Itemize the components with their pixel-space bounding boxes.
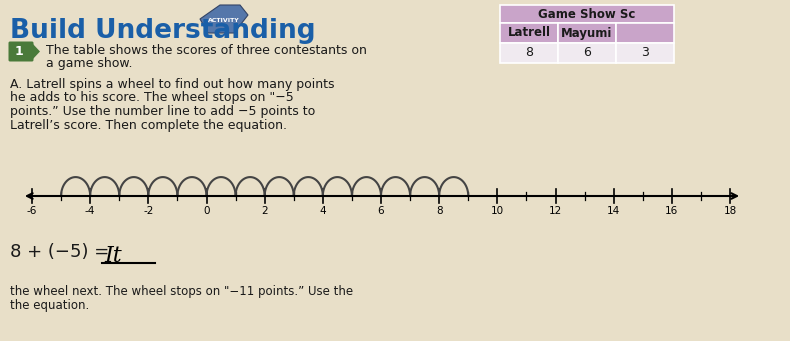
Text: Build Understanding: Build Understanding [10, 18, 316, 44]
Text: A. Latrell spins a wheel to find out how many points: A. Latrell spins a wheel to find out how… [10, 78, 334, 91]
Text: the equation.: the equation. [10, 299, 89, 312]
Text: 18: 18 [724, 206, 736, 216]
Text: 6: 6 [583, 46, 591, 59]
Bar [616, 43, 674, 63]
Text: The table shows the scores of three contestants on: The table shows the scores of three cont… [46, 44, 367, 57]
Text: -2: -2 [143, 206, 153, 216]
FancyBboxPatch shape [9, 42, 33, 61]
Text: 1: 1 [15, 45, 24, 58]
Text: 2: 2 [261, 206, 268, 216]
Text: 14: 14 [607, 206, 620, 216]
Text: 3: 3 [641, 46, 649, 59]
Text: 16: 16 [665, 206, 679, 216]
Text: he adds to his score. The wheel stops on "−5: he adds to his score. The wheel stops on… [10, 91, 294, 104]
Text: the wheel next. The wheel stops on "−11 points.” Use the: the wheel next. The wheel stops on "−11 … [10, 285, 353, 298]
Text: 6: 6 [378, 206, 384, 216]
Bar [616, 23, 674, 43]
Text: -6: -6 [27, 206, 37, 216]
Text: 4: 4 [319, 206, 326, 216]
Text: Latrell’s score. Then complete the equation.: Latrell’s score. Then complete the equat… [10, 119, 287, 132]
Text: a game show.: a game show. [46, 57, 133, 70]
Bar [500, 43, 558, 63]
Text: 8: 8 [436, 206, 442, 216]
Text: points.” Use the number line to add −5 points to: points.” Use the number line to add −5 p… [10, 105, 315, 118]
Text: Game Show Sc: Game Show Sc [538, 8, 636, 20]
Text: Latrell: Latrell [507, 27, 551, 40]
Bar [500, 23, 558, 43]
Bar [558, 43, 616, 63]
Polygon shape [200, 5, 248, 33]
Text: -4: -4 [85, 206, 96, 216]
Text: 0: 0 [203, 206, 210, 216]
Text: It: It [104, 245, 122, 267]
Text: Mayumi: Mayumi [562, 27, 613, 40]
Text: 12: 12 [549, 206, 562, 216]
Text: 8: 8 [525, 46, 533, 59]
Polygon shape [32, 43, 40, 60]
Bar [558, 23, 616, 43]
Text: ACTIVITY: ACTIVITY [208, 18, 240, 24]
Text: 10: 10 [491, 206, 504, 216]
Text: 8 + (−5) =: 8 + (−5) = [10, 243, 115, 261]
Bar [500, 5, 674, 23]
